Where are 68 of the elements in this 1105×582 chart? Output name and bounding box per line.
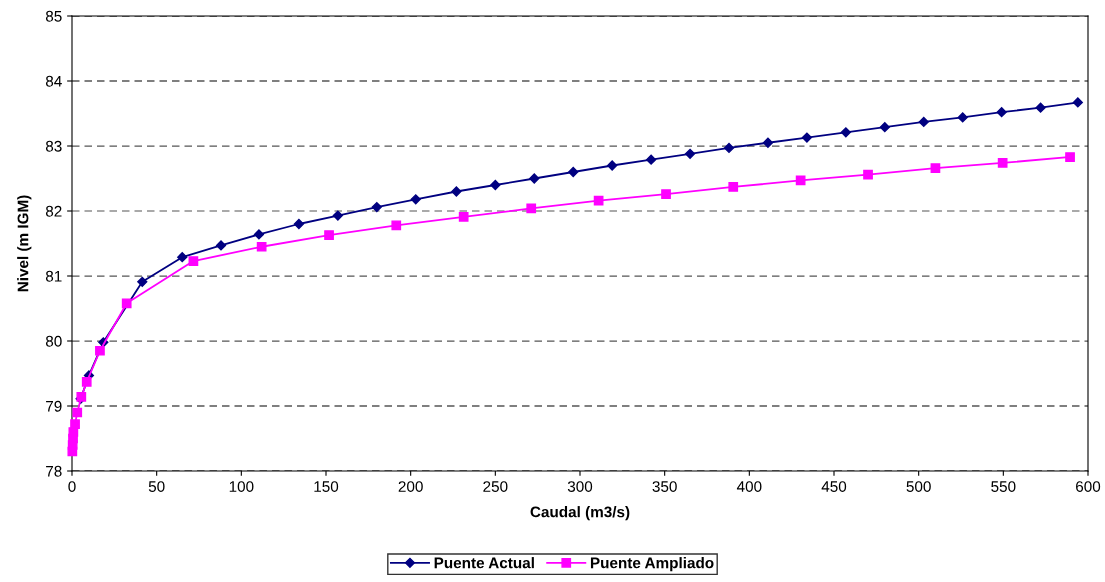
x-tick-label: 550 bbox=[991, 481, 1016, 492]
point bbox=[879, 122, 890, 133]
point bbox=[410, 194, 421, 205]
y-tick-label: 79 bbox=[46, 400, 62, 412]
y-tick-label: 80 bbox=[45, 335, 62, 347]
point bbox=[81, 377, 92, 387]
x-tick-label: 250 bbox=[483, 481, 508, 492]
point bbox=[526, 203, 537, 214]
y-tick-label: 85 bbox=[45, 10, 62, 22]
point bbox=[863, 169, 873, 180]
point bbox=[529, 173, 540, 184]
legend-label: Puente Ampliado bbox=[590, 557, 714, 572]
point bbox=[95, 345, 105, 356]
x-tick-label: 50 bbox=[148, 481, 165, 492]
x-tick-label: 300 bbox=[567, 481, 593, 492]
y-tick-label: 83 bbox=[45, 140, 62, 152]
point bbox=[795, 175, 806, 186]
x-tick-label: 450 bbox=[821, 481, 847, 492]
point bbox=[391, 220, 402, 231]
y-tick-label: 82 bbox=[45, 205, 62, 217]
point bbox=[451, 186, 462, 197]
x-tick-label: 150 bbox=[314, 481, 339, 492]
x-tick-label: 400 bbox=[736, 481, 762, 492]
legend-label: Puente Actual bbox=[434, 557, 534, 569]
point bbox=[188, 256, 199, 266]
x-tick-label: 600 bbox=[1076, 481, 1101, 492]
y-tick-label: 81 bbox=[45, 270, 62, 282]
point bbox=[177, 252, 188, 263]
point bbox=[1072, 97, 1083, 108]
x-axis-title: Caudal (m3/s) bbox=[530, 506, 630, 521]
x-tick-label: 0 bbox=[68, 481, 76, 492]
point bbox=[256, 241, 267, 252]
point bbox=[996, 107, 1007, 118]
point bbox=[957, 112, 968, 123]
x-tick-label: 500 bbox=[906, 481, 931, 492]
point bbox=[332, 210, 343, 221]
point bbox=[840, 127, 851, 138]
point bbox=[324, 230, 334, 240]
point bbox=[801, 132, 813, 143]
y-axis-title: Nivel (m IGM) bbox=[17, 195, 32, 292]
point bbox=[1035, 102, 1046, 113]
point bbox=[568, 166, 579, 178]
x-tick-label: 350 bbox=[652, 481, 677, 492]
point bbox=[997, 158, 1008, 168]
point bbox=[661, 189, 671, 199]
x-tick-label: 200 bbox=[398, 481, 423, 492]
point bbox=[68, 427, 79, 437]
point bbox=[371, 201, 382, 213]
point bbox=[646, 154, 657, 165]
point bbox=[458, 211, 469, 222]
point bbox=[762, 137, 774, 148]
point bbox=[70, 419, 80, 430]
point bbox=[607, 160, 618, 171]
point bbox=[930, 163, 941, 173]
point bbox=[1065, 152, 1075, 162]
point bbox=[490, 179, 501, 191]
y-tick-label: 84 bbox=[45, 75, 62, 87]
point bbox=[137, 276, 148, 287]
point bbox=[728, 182, 739, 192]
point bbox=[684, 148, 696, 159]
point bbox=[918, 116, 929, 128]
x-tick-label: 100 bbox=[229, 481, 254, 492]
point bbox=[253, 229, 265, 240]
point bbox=[293, 218, 305, 230]
y-tick-label: 78 bbox=[46, 465, 62, 477]
point bbox=[72, 407, 83, 418]
point bbox=[723, 142, 735, 154]
point bbox=[121, 298, 132, 309]
